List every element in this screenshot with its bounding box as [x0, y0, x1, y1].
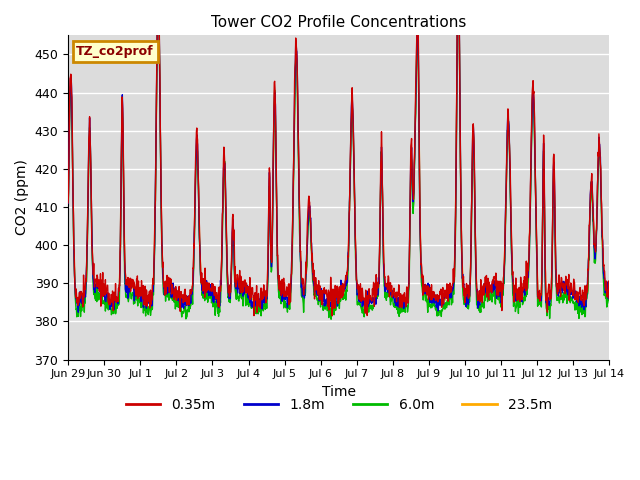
Title: Tower CO2 Profile Concentrations: Tower CO2 Profile Concentrations — [211, 15, 467, 30]
Legend: 0.35m, 1.8m, 6.0m, 23.5m: 0.35m, 1.8m, 6.0m, 23.5m — [120, 393, 557, 418]
X-axis label: Time: Time — [322, 385, 356, 399]
Y-axis label: CO2 (ppm): CO2 (ppm) — [15, 159, 29, 235]
Text: TZ_co2prof: TZ_co2prof — [76, 45, 154, 58]
